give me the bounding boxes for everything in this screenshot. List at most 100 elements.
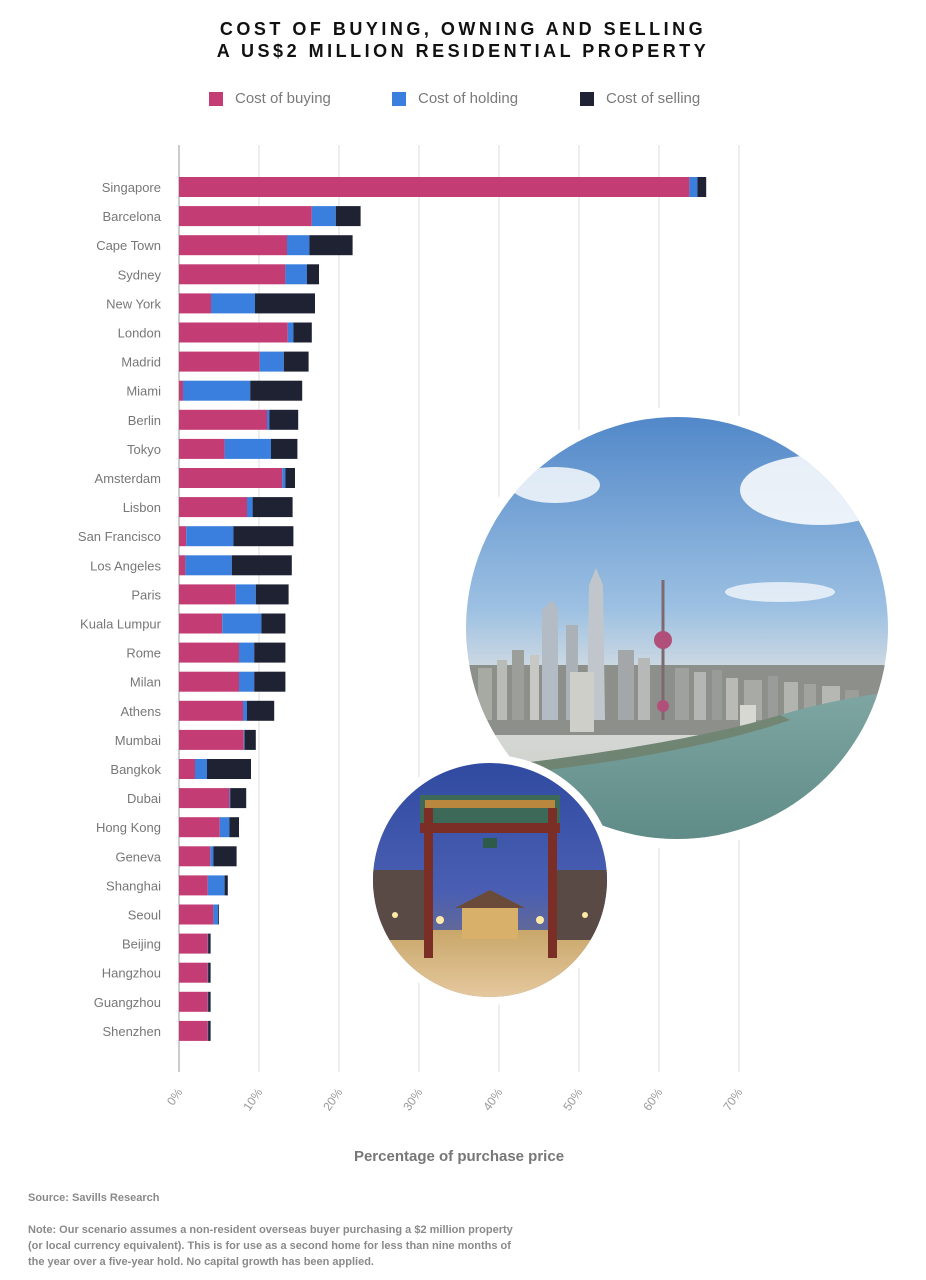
bar-holding-hong-kong <box>219 817 230 838</box>
x-axis-title: Percentage of purchase price <box>353 1148 565 1165</box>
bar-holding-paris <box>235 584 256 605</box>
bar-holding-kuala-lumpur <box>222 613 262 634</box>
legend-swatch-buying <box>209 91 223 106</box>
legend-item-buying: Cost of buying <box>209 90 331 107</box>
x-tick-label: 0% <box>164 1085 186 1108</box>
x-tick-label: 10% <box>240 1085 265 1113</box>
methodology-note: Note: Our scenario assumes a non-residen… <box>28 1224 513 1268</box>
bar-selling-shenzhen <box>208 1020 211 1041</box>
bar-selling-sydney <box>307 264 319 285</box>
bar-selling-seoul <box>218 904 219 925</box>
shanghai-skyline-photo <box>456 407 898 849</box>
bar-buying-shanghai <box>179 875 208 896</box>
category-label: Los Angeles <box>90 558 161 573</box>
bar-buying-barcelona <box>179 206 312 227</box>
category-label: Geneva <box>115 849 161 864</box>
bar-holding-shenzhen <box>207 1020 209 1041</box>
bar-holding-cape-town <box>287 235 310 256</box>
beijing-gate-photo <box>365 755 615 1005</box>
bar-buying-tokyo <box>179 438 225 459</box>
category-label: Cape Town <box>96 238 161 253</box>
chart-title: COST OF BUYING, OWNING AND SELLING A US$… <box>0 18 926 62</box>
category-label: Milan <box>130 675 161 690</box>
bar-selling-new-york <box>255 293 315 314</box>
x-tick-label: 60% <box>640 1085 665 1113</box>
category-label: Singapore <box>102 180 161 195</box>
category-label: Miami <box>126 384 161 399</box>
bar-holding-singapore <box>689 177 698 197</box>
bar-selling-london <box>293 322 312 343</box>
category-label: Paris <box>131 587 161 602</box>
bar-buying-shenzhen <box>179 1020 208 1041</box>
bar-selling-paris <box>255 584 289 605</box>
bar-selling-kuala-lumpur <box>261 613 286 634</box>
bar-holding-tokyo <box>224 438 271 459</box>
x-tick-labels: 0% 10% 20% 30% 40% 50% 60% 70% <box>164 1085 746 1113</box>
category-label: London <box>118 326 161 341</box>
bar-selling-los-angeles <box>231 555 292 576</box>
bar-buying-san-francisco <box>179 526 187 547</box>
bar-holding-milan <box>239 671 255 692</box>
bar-selling-tokyo <box>271 438 298 459</box>
x-tick-label: 30% <box>400 1085 425 1113</box>
bar-buying-athens <box>179 700 243 721</box>
bar-holding-geneva <box>210 846 214 867</box>
bar-selling-hangzhou <box>208 962 211 983</box>
bar-buying-hangzhou <box>179 962 208 983</box>
category-label: Sydney <box>118 267 162 282</box>
bar-holding-bangkok <box>195 759 207 779</box>
bar-holding-lisbon <box>247 497 253 518</box>
category-label: Kuala Lumpur <box>80 617 162 632</box>
bar-selling-berlin <box>269 409 299 430</box>
category-label: Rome <box>126 646 161 661</box>
bar-selling-dubai <box>230 788 247 809</box>
bar-buying-beijing <box>179 933 208 954</box>
legend-item-selling: Cost of selling <box>580 90 700 107</box>
bar-buying-paris <box>179 584 236 605</box>
bar-holding-guangzhou <box>207 991 209 1012</box>
bar-buying-sydney <box>179 264 286 285</box>
category-label: Lisbon <box>123 500 161 515</box>
category-label: Dubai <box>127 791 161 806</box>
bar-buying-miami <box>179 380 183 401</box>
bar-selling-san-francisco <box>233 526 294 547</box>
bar-buying-rome <box>179 642 239 663</box>
legend-item-holding: Cost of holding <box>392 90 518 107</box>
category-label: San Francisco <box>78 529 161 544</box>
bar-holding-barcelona <box>311 206 336 227</box>
bar-selling-singapore <box>697 177 707 197</box>
bar-holding-mumbai <box>243 729 245 750</box>
bar-holding-london <box>287 322 294 343</box>
x-tick-label: 40% <box>480 1085 505 1113</box>
legend-swatch-holding <box>392 91 406 106</box>
bar-buying-los-angeles <box>179 555 186 576</box>
bar-selling-athens <box>247 700 275 721</box>
bar-holding-seoul <box>213 904 219 925</box>
bar-selling-guangzhou <box>208 991 211 1012</box>
legend-label-selling: Cost of selling <box>606 90 701 107</box>
category-label: Mumbai <box>115 733 161 748</box>
bar-selling-milan <box>254 671 286 692</box>
bar-holding-los-angeles <box>185 555 232 576</box>
bar-holding-berlin <box>267 409 270 430</box>
legend-label-buying: Cost of buying <box>235 90 331 107</box>
category-labels: Singapore Barcelona Cape Town Sydney New Yor… <box>78 180 162 1039</box>
bar-chart: Singapore Barcelona Cape Town Sydney New Yor… <box>77 145 898 1114</box>
bar-buying-lisbon <box>179 497 247 518</box>
chart-title-line-2: A US$2 MILLION RESIDENTIAL PROPERTY <box>216 41 710 61</box>
bar-selling-cape-town <box>309 235 353 256</box>
bar-buying-hong-kong <box>179 817 220 838</box>
bar-selling-madrid <box>283 351 309 372</box>
bar-holding-miami <box>183 380 251 401</box>
bar-selling-barcelona <box>335 206 361 227</box>
bar-selling-geneva <box>213 846 237 867</box>
bar-buying-milan <box>179 671 239 692</box>
chart-title-line-1: COST OF BUYING, OWNING AND SELLING <box>219 19 707 39</box>
bar-holding-shanghai <box>207 875 225 896</box>
category-label: Athens <box>121 704 162 719</box>
source-note: Source: Savills Research <box>28 1192 160 1204</box>
bars <box>179 177 707 1041</box>
bar-holding-beijing <box>207 933 209 954</box>
bar-buying-madrid <box>179 351 260 372</box>
bar-selling-lisbon <box>252 497 293 518</box>
